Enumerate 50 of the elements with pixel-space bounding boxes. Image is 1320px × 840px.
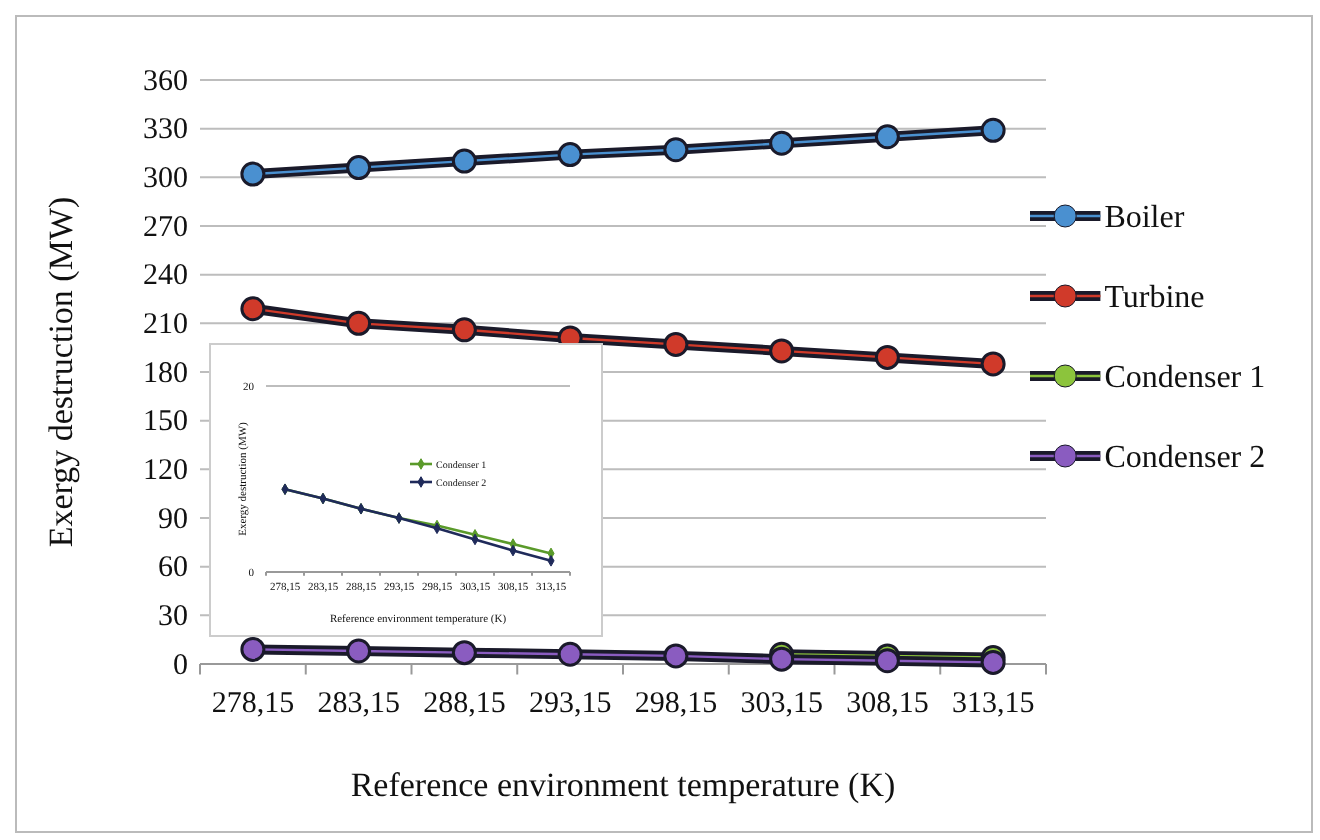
x-tick-label: 313,15	[951, 688, 1035, 721]
y-axis-title: Exergy destruction (MW)	[42, 196, 80, 548]
point	[769, 646, 795, 672]
legend-label: Boiler	[1104, 201, 1186, 236]
point	[874, 344, 900, 370]
point	[346, 310, 372, 336]
y-tick-label: 0	[173, 649, 188, 682]
point	[557, 142, 583, 168]
point	[663, 643, 689, 669]
point	[451, 317, 477, 343]
point	[240, 636, 266, 662]
point	[346, 155, 372, 181]
point	[663, 137, 689, 163]
y-tick-label: 300	[143, 162, 188, 195]
y-tick-label: 60	[158, 552, 188, 585]
x-tick-label: 298,15	[634, 688, 718, 721]
point	[874, 124, 900, 150]
point	[769, 130, 795, 156]
y-tick-label: 270	[143, 211, 188, 244]
y-tick-label: 210	[143, 308, 188, 341]
x-tick-label: 283,15	[317, 688, 400, 721]
point	[240, 296, 266, 322]
x-tick-label: 288,15	[423, 688, 506, 721]
y-tick-label: 120	[143, 454, 188, 487]
point	[874, 648, 900, 674]
point	[557, 641, 583, 667]
point	[451, 640, 477, 666]
x-tick-label: 293,15	[528, 688, 612, 721]
x-tick-label: 303,15	[740, 688, 823, 721]
y-tick-label: 180	[143, 357, 188, 390]
x-axis-title: Reference environment temperature (K)	[350, 766, 896, 804]
x-tick-label: 308,15	[846, 688, 929, 721]
x-tick-label: 278,15	[211, 688, 295, 721]
y-tick-label: 150	[143, 406, 188, 439]
y-tick-label: 30	[158, 600, 188, 633]
point	[451, 148, 477, 174]
y-tick-label: 90	[158, 503, 188, 536]
legend-label: Condenser 1	[1104, 361, 1266, 396]
point	[240, 161, 266, 187]
point	[980, 117, 1006, 143]
point	[980, 649, 1006, 675]
point	[663, 331, 689, 357]
y-tick-label: 360	[143, 65, 188, 98]
y-tick-label: 240	[143, 260, 188, 293]
legend-label: Condenser 2	[1104, 441, 1266, 476]
legend-label: Turbine	[1104, 281, 1205, 316]
point	[980, 351, 1006, 377]
y-tick-label: 330	[143, 114, 188, 147]
point	[769, 338, 795, 364]
point	[346, 638, 372, 664]
